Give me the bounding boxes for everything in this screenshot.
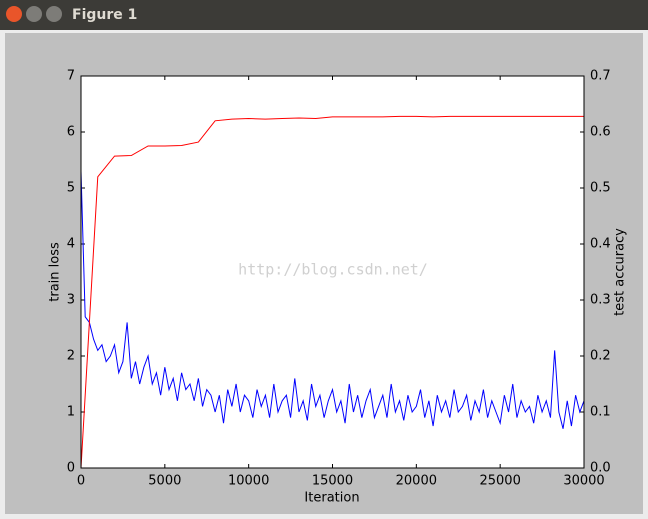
y2-tick-label: 0.3 [590,293,611,308]
y2-axis-label: test accuracy [613,228,628,316]
y-tick-label: 7 [67,69,75,84]
y-tick-label: 2 [67,349,75,364]
y2-tick-label: 0.4 [590,237,611,252]
y-tick-label: 6 [67,125,75,140]
y-tick-label: 3 [67,293,75,308]
y-tick-label: 0 [67,461,75,476]
x-axis-label: Iteration [304,491,359,506]
x-tick-label: 25000 [479,474,520,489]
axes [81,76,584,468]
y-tick-label: 5 [67,181,75,196]
close-button[interactable] [6,6,22,22]
axes-frame [80,75,585,469]
maximize-button[interactable] [46,6,62,22]
y2-tick-label: 0.2 [590,349,611,364]
title-bar [0,0,648,30]
x-tick-label: 30000 [563,474,604,489]
y2-tick-label: 0.0 [590,461,611,476]
watermark: http://blog.csdn.net/ [238,261,428,279]
x-tick-label: 20000 [396,474,437,489]
minimize-button[interactable] [26,6,42,22]
y-tick-label: 4 [67,237,75,252]
y2-tick-label: 0.6 [590,125,611,140]
y2-tick-label: 0.7 [590,69,611,84]
window-title: Figure 1 [72,7,137,23]
y-tick-label: 1 [67,405,75,420]
x-tick-label: 0 [77,474,85,489]
x-tick-label: 15000 [312,474,353,489]
series-line [80,171,585,429]
x-tick-label: 5000 [148,474,181,489]
y2-tick-label: 0.1 [590,405,611,420]
x-tick-label: 10000 [228,474,269,489]
y-axis-label: train loss [48,242,63,302]
series-line [80,115,584,469]
y2-tick-label: 0.5 [590,181,611,196]
